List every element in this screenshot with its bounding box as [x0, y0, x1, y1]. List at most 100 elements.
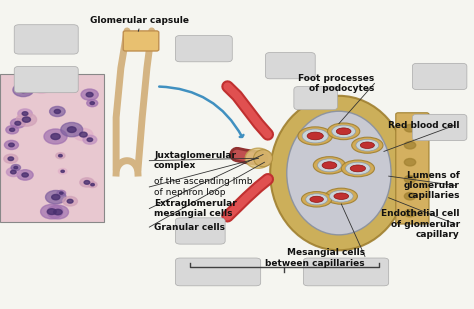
FancyBboxPatch shape — [175, 258, 261, 286]
Circle shape — [23, 86, 30, 90]
Circle shape — [80, 132, 87, 137]
Circle shape — [54, 109, 61, 113]
Ellipse shape — [341, 160, 374, 177]
Ellipse shape — [332, 125, 356, 138]
Ellipse shape — [322, 162, 337, 169]
Circle shape — [87, 138, 92, 142]
FancyBboxPatch shape — [175, 36, 232, 62]
Circle shape — [54, 209, 62, 215]
Ellipse shape — [352, 137, 383, 153]
FancyBboxPatch shape — [14, 66, 78, 93]
Text: Red blood cell: Red blood cell — [388, 121, 460, 130]
Circle shape — [11, 164, 20, 171]
Circle shape — [404, 125, 416, 132]
Circle shape — [404, 210, 416, 217]
Text: Foot processes
of podocytes: Foot processes of podocytes — [298, 74, 374, 93]
Ellipse shape — [346, 162, 370, 175]
Circle shape — [50, 106, 65, 116]
Text: Granular cells: Granular cells — [154, 222, 225, 232]
Circle shape — [52, 194, 60, 200]
Circle shape — [4, 154, 18, 163]
Circle shape — [67, 127, 76, 133]
Circle shape — [81, 89, 98, 100]
Ellipse shape — [329, 190, 353, 202]
Circle shape — [39, 81, 45, 85]
Ellipse shape — [254, 150, 273, 167]
Circle shape — [9, 128, 15, 131]
Circle shape — [31, 77, 53, 91]
Circle shape — [44, 129, 67, 144]
Circle shape — [60, 192, 63, 194]
Circle shape — [83, 135, 97, 144]
Ellipse shape — [246, 148, 272, 168]
Circle shape — [80, 178, 94, 187]
Ellipse shape — [298, 127, 333, 145]
Circle shape — [404, 159, 416, 166]
Circle shape — [22, 117, 30, 122]
FancyBboxPatch shape — [14, 25, 78, 54]
Circle shape — [22, 173, 28, 177]
Circle shape — [88, 182, 97, 188]
Text: Lumens of
glomerular
capillaries: Lumens of glomerular capillaries — [404, 171, 460, 200]
Circle shape — [47, 205, 69, 219]
Circle shape — [404, 142, 416, 149]
Circle shape — [404, 193, 416, 200]
Circle shape — [47, 209, 56, 214]
Ellipse shape — [360, 142, 374, 148]
Ellipse shape — [356, 139, 379, 151]
FancyBboxPatch shape — [175, 218, 225, 244]
Ellipse shape — [287, 111, 391, 235]
Circle shape — [13, 83, 34, 97]
Circle shape — [14, 166, 18, 169]
Circle shape — [58, 168, 67, 174]
Circle shape — [59, 154, 62, 157]
Ellipse shape — [328, 123, 360, 140]
Ellipse shape — [350, 165, 365, 172]
Circle shape — [86, 92, 93, 97]
Circle shape — [56, 153, 65, 159]
Circle shape — [87, 99, 98, 107]
Circle shape — [38, 81, 46, 87]
Circle shape — [6, 126, 18, 134]
Ellipse shape — [270, 96, 408, 250]
Circle shape — [90, 102, 94, 104]
Circle shape — [9, 143, 14, 147]
FancyBboxPatch shape — [0, 74, 104, 222]
Circle shape — [404, 176, 416, 183]
FancyBboxPatch shape — [303, 258, 389, 286]
Circle shape — [51, 133, 60, 140]
FancyBboxPatch shape — [123, 31, 159, 51]
Ellipse shape — [336, 128, 351, 135]
FancyBboxPatch shape — [265, 53, 315, 79]
Circle shape — [7, 167, 20, 176]
Circle shape — [41, 204, 63, 219]
FancyBboxPatch shape — [396, 113, 429, 224]
Circle shape — [10, 118, 25, 128]
Text: Glomerular capsule: Glomerular capsule — [91, 15, 189, 25]
Circle shape — [8, 157, 14, 161]
Circle shape — [37, 85, 46, 90]
Ellipse shape — [302, 129, 328, 143]
FancyBboxPatch shape — [412, 63, 467, 90]
Circle shape — [61, 122, 82, 137]
Circle shape — [10, 170, 16, 174]
Circle shape — [63, 197, 77, 206]
Ellipse shape — [306, 194, 328, 205]
Circle shape — [61, 170, 64, 172]
Text: of the ascending limb
of nephron loop: of the ascending limb of nephron loop — [154, 177, 253, 197]
Circle shape — [18, 83, 36, 94]
Circle shape — [15, 121, 21, 125]
Ellipse shape — [318, 159, 341, 172]
Ellipse shape — [307, 132, 323, 140]
Ellipse shape — [310, 196, 323, 202]
Circle shape — [84, 180, 90, 184]
Circle shape — [91, 184, 94, 186]
Circle shape — [67, 199, 73, 203]
Circle shape — [4, 140, 18, 150]
FancyBboxPatch shape — [412, 114, 467, 141]
Circle shape — [18, 109, 32, 118]
Text: Mesangial cells
between capillaries: Mesangial cells between capillaries — [265, 248, 365, 268]
Ellipse shape — [325, 188, 357, 204]
FancyBboxPatch shape — [294, 87, 337, 110]
Text: Juxtaglomerular
complex: Juxtaglomerular complex — [154, 151, 236, 170]
